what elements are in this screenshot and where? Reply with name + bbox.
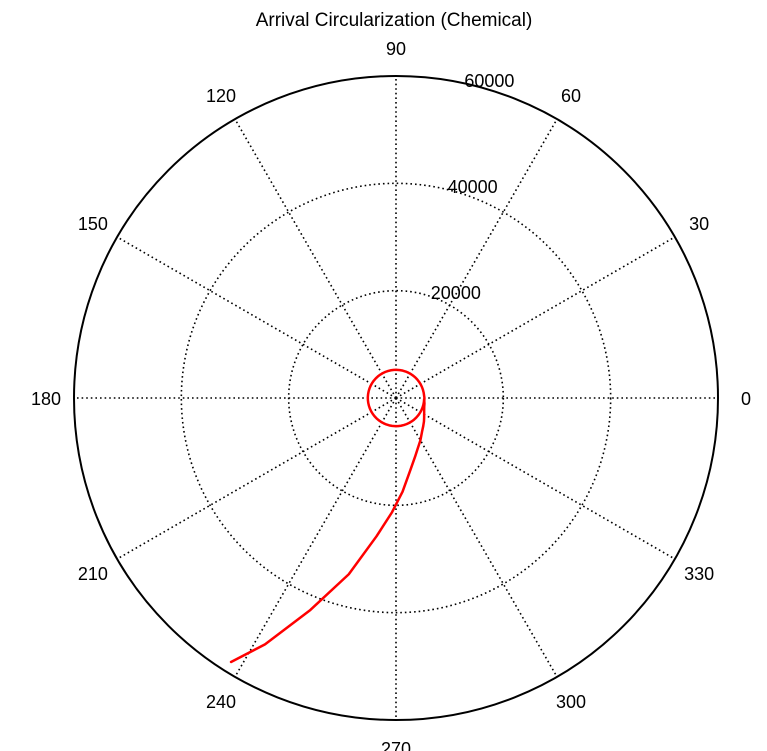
angle-tick-label: 0	[741, 389, 751, 409]
radius-label-group: 20000 40000 60000	[431, 71, 515, 303]
angle-tick-label: 30	[689, 214, 709, 234]
angle-tick-label: 210	[78, 564, 108, 584]
radius-tick-label: 60000	[464, 71, 514, 91]
chart-title: Arrival Circularization (Chemical)	[256, 10, 533, 31]
angle-tick-label: 150	[78, 214, 108, 234]
radius-grid-ring	[180, 182, 612, 614]
angle-tick-label: 270	[381, 739, 411, 751]
radius-tick-label: 20000	[431, 283, 481, 303]
angle-grid-spoke	[116, 236, 397, 399]
angle-tick-label: 240	[206, 692, 236, 712]
angle-tick-label: 300	[556, 692, 586, 712]
angle-grid-spoke	[116, 397, 397, 560]
angle-tick-label: 120	[206, 86, 236, 106]
angle-grid-spoke	[234, 397, 397, 678]
series-line	[229, 368, 426, 664]
angle-tick-label: 90	[386, 39, 406, 59]
angle-grid-spoke	[395, 236, 676, 399]
angle-grid-spoke	[395, 397, 558, 678]
outer-ring	[73, 75, 719, 721]
angle-tick-label: 330	[684, 564, 714, 584]
angle-tick-label: 180	[31, 389, 61, 409]
angle-label-group: 0 30 60 90 120 150 180 210 240 270 300 330	[31, 39, 751, 751]
radius-tick-label: 40000	[448, 177, 498, 197]
angle-tick-label: 60	[561, 86, 581, 106]
angle-grid-spoke	[395, 118, 558, 399]
angle-grid-spoke	[395, 397, 676, 560]
polar-grid	[73, 75, 719, 721]
series-layer	[229, 368, 426, 664]
angle-grid-spoke	[234, 118, 397, 399]
